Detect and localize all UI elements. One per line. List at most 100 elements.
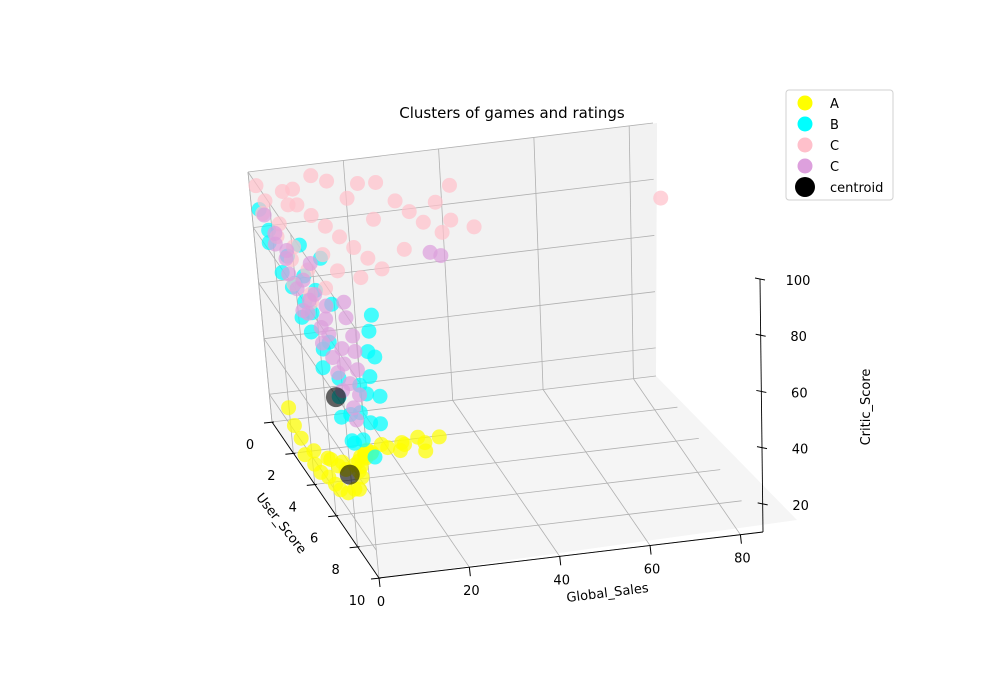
y-tick-label-2: 40 [553, 573, 570, 588]
legend-label-0: A [830, 97, 839, 112]
series-1-point-18 [362, 369, 378, 385]
legend-marker-3 [797, 158, 813, 174]
series-2-point-23 [434, 224, 450, 240]
series-2-point-34 [466, 219, 482, 235]
grid-floor-y-2 [452, 400, 561, 557]
legend-label-1: B [830, 118, 839, 133]
grid-floor-y-3 [542, 389, 651, 546]
grid-wall-y-4 [628, 125, 634, 379]
series-3-point-32 [422, 244, 438, 260]
x-tick-mark-3 [328, 515, 339, 518]
series-0-point-20 [293, 430, 309, 446]
series-2-point-35 [303, 168, 319, 184]
series-3-point-28 [336, 294, 352, 310]
series-2-point-40 [653, 190, 669, 206]
series-0-point-31 [286, 418, 302, 434]
series-2-point-12 [303, 208, 319, 224]
series-1-point-20 [361, 323, 377, 339]
series-1-point-29 [355, 432, 371, 448]
grid-back-z-0 [269, 347, 656, 395]
series-3-point-27 [338, 310, 354, 326]
series-3-point-14 [334, 341, 350, 357]
grid-wall-y-2 [438, 148, 454, 401]
y-tick-label-3: 60 [644, 563, 661, 578]
series-2-point-19 [368, 174, 384, 190]
grid-floor-y-4 [633, 378, 741, 535]
series-2-point-28 [329, 263, 345, 279]
series-0-point-27 [431, 429, 447, 445]
series-1-point-1 [344, 433, 360, 449]
series-2-point-17 [374, 261, 390, 277]
series-2-point-1 [257, 193, 273, 209]
z-axis-title: Critic_Score [859, 369, 874, 446]
series-3-point-8 [281, 266, 297, 282]
data-points [248, 168, 669, 501]
series-0 [281, 400, 447, 501]
x-tick-label-1: 2 [267, 469, 275, 484]
series-0-point-16 [307, 456, 323, 472]
series-3-point-17 [318, 298, 334, 314]
y-tick-label-0: 0 [377, 595, 385, 610]
series-3-point-29 [352, 387, 368, 403]
series-3-point-21 [279, 243, 295, 259]
series-2-point-32 [427, 194, 443, 210]
series-0-point-29 [323, 451, 339, 467]
z-tick-mark-1 [756, 446, 768, 450]
series-3-point-2 [325, 350, 341, 366]
legend-frame [785, 89, 894, 201]
y-axis-title: Global_Sales [566, 581, 650, 606]
series-1-point-37 [367, 349, 383, 365]
series-2-point-20 [387, 193, 403, 209]
x-tick-label-5: 10 [349, 594, 366, 609]
grid-wall-y-3 [533, 137, 544, 390]
centroid-point-0 [339, 464, 360, 485]
grid-back-z-3 [253, 178, 654, 228]
series-3-point-12 [342, 376, 358, 392]
series-2-point-0 [248, 178, 264, 194]
z-tick-mark-0 [757, 502, 768, 506]
z-tick-label-3: 80 [790, 330, 807, 345]
series-2-point-25 [285, 181, 301, 197]
series-1-point-35 [372, 416, 388, 432]
x-tick-label-3: 6 [310, 532, 318, 547]
series-0-point-38 [418, 443, 434, 459]
grid-back-z-4 [247, 122, 654, 173]
series-2-point-13 [317, 218, 333, 234]
series-3 [256, 207, 449, 428]
series-2-point-21 [401, 204, 417, 220]
z-tick-mark-2 [756, 389, 767, 393]
z-axis-line [759, 278, 764, 533]
series-3-point-11 [346, 400, 362, 416]
series-3-point-24 [349, 362, 365, 378]
centroids [325, 387, 360, 485]
grid-wall-y-0 [247, 171, 273, 423]
series-2-point-36 [339, 190, 355, 206]
chart-title: Clusters of games and ratings [399, 104, 625, 122]
series-3-point-23 [256, 207, 272, 223]
y-tick-mark-3 [649, 545, 652, 555]
series-0-point-39 [410, 429, 426, 445]
series-2-point-33 [441, 177, 457, 193]
series-1-point-21 [363, 307, 379, 323]
x-axis-title: User_Score [253, 491, 309, 557]
series-1-point-6 [315, 360, 331, 376]
grid-floor-x-4 [357, 500, 742, 548]
y-tick-mark-2 [559, 556, 562, 566]
series-3-point-10 [267, 236, 283, 252]
series-3-point-25 [347, 344, 363, 360]
x-tick-label-2: 4 [289, 500, 297, 515]
z-tick-label-0: 20 [792, 499, 809, 514]
x-tick-mark-2 [306, 483, 317, 486]
x-tick-mark-1 [285, 452, 296, 455]
series-2-point-39 [353, 270, 369, 286]
z-tick-label-2: 60 [791, 386, 808, 401]
series-2-point-16 [360, 250, 376, 266]
series-1-point-15 [367, 449, 383, 465]
series-2-point-15 [346, 240, 362, 256]
grid-floor-x-3 [336, 469, 721, 516]
legend-label-3: C [830, 160, 839, 175]
legend-marker-2 [797, 137, 813, 153]
